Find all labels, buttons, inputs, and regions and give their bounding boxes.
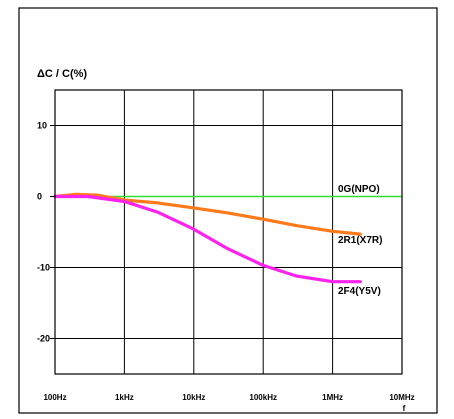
series-layer: 0G(NPO) 2R1(X7R) 2F4(Y5V) bbox=[53, 184, 403, 297]
y-tick-label: -10 bbox=[37, 263, 50, 273]
x-axis-label: f bbox=[403, 404, 406, 413]
y-tick-label: 10 bbox=[37, 121, 47, 131]
y-tick-label: -20 bbox=[37, 334, 50, 344]
x-tick-label: 10MHz bbox=[389, 393, 414, 402]
series-label-0: 0G(NPO) bbox=[338, 184, 380, 195]
series-line-2 bbox=[53, 194, 362, 284]
x-tick-label: 1kHz bbox=[115, 393, 134, 402]
y-tick-label: 0 bbox=[37, 192, 42, 202]
y-tick-labels: 10 0 -10 -20 bbox=[37, 121, 55, 344]
series-label-2: 2F4(Y5V) bbox=[338, 286, 381, 297]
x-tick-labels: 100Hz 1kHz 10kHz 100kHz 1MHz 10MHz bbox=[43, 393, 414, 402]
y-axis-label: ΔC / C(%) bbox=[37, 68, 87, 80]
series-line-1 bbox=[53, 192, 362, 236]
outer-border bbox=[18, 7, 438, 414]
x-tick-label: 1MHz bbox=[322, 393, 343, 402]
series-label-1: 2R1(X7R) bbox=[338, 235, 382, 246]
x-tick-label: 100kHz bbox=[249, 393, 277, 402]
x-tick-label: 10kHz bbox=[182, 393, 205, 402]
plot-border bbox=[54, 89, 403, 375]
x-tick-label: 100Hz bbox=[43, 393, 66, 402]
